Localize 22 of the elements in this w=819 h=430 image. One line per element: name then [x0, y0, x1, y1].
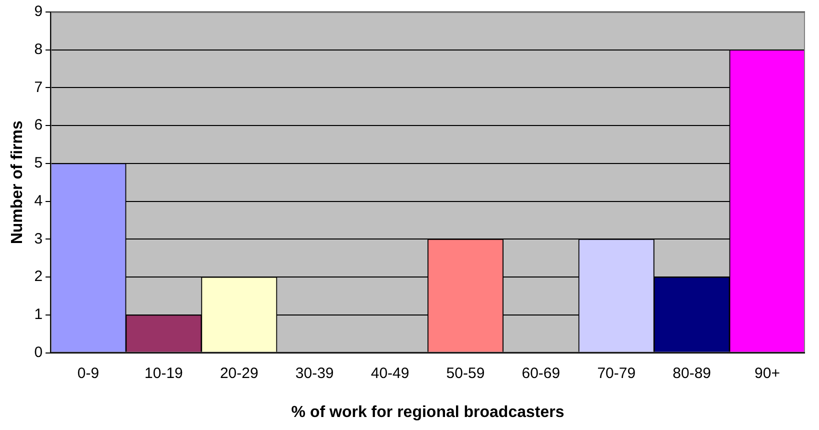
y-tick-label: 2 — [34, 268, 43, 286]
y-tick-label: 0 — [34, 344, 43, 361]
y-axis-title: Number of firms — [9, 120, 26, 244]
x-tick-label: 70-79 — [597, 364, 636, 382]
y-tick-label: 3 — [34, 230, 43, 248]
y-tick-label: 6 — [34, 116, 43, 134]
x-tick-label: 50-59 — [446, 364, 485, 382]
x-tick-label: 10-19 — [144, 364, 183, 382]
x-tick-label: 30-39 — [295, 364, 334, 382]
y-tick-label: 7 — [34, 78, 43, 96]
x-tick-label: 60-69 — [522, 364, 560, 382]
x-tick-label: 20-29 — [220, 364, 258, 382]
x-tick-label: 90+ — [754, 364, 780, 382]
y-tick-label: 4 — [34, 192, 43, 210]
x-tick-label: 0-9 — [77, 364, 100, 382]
y-tick-label: 1 — [34, 306, 43, 324]
x-tick-label: 40-49 — [370, 364, 410, 382]
x-tick-label: 80-89 — [672, 364, 712, 382]
y-tick-label: 8 — [34, 41, 43, 58]
y-tick-label: 9 — [34, 3, 43, 20]
y-tick-label: 5 — [34, 154, 43, 172]
x-axis-title: % of work for regional broadcasters — [291, 404, 564, 421]
